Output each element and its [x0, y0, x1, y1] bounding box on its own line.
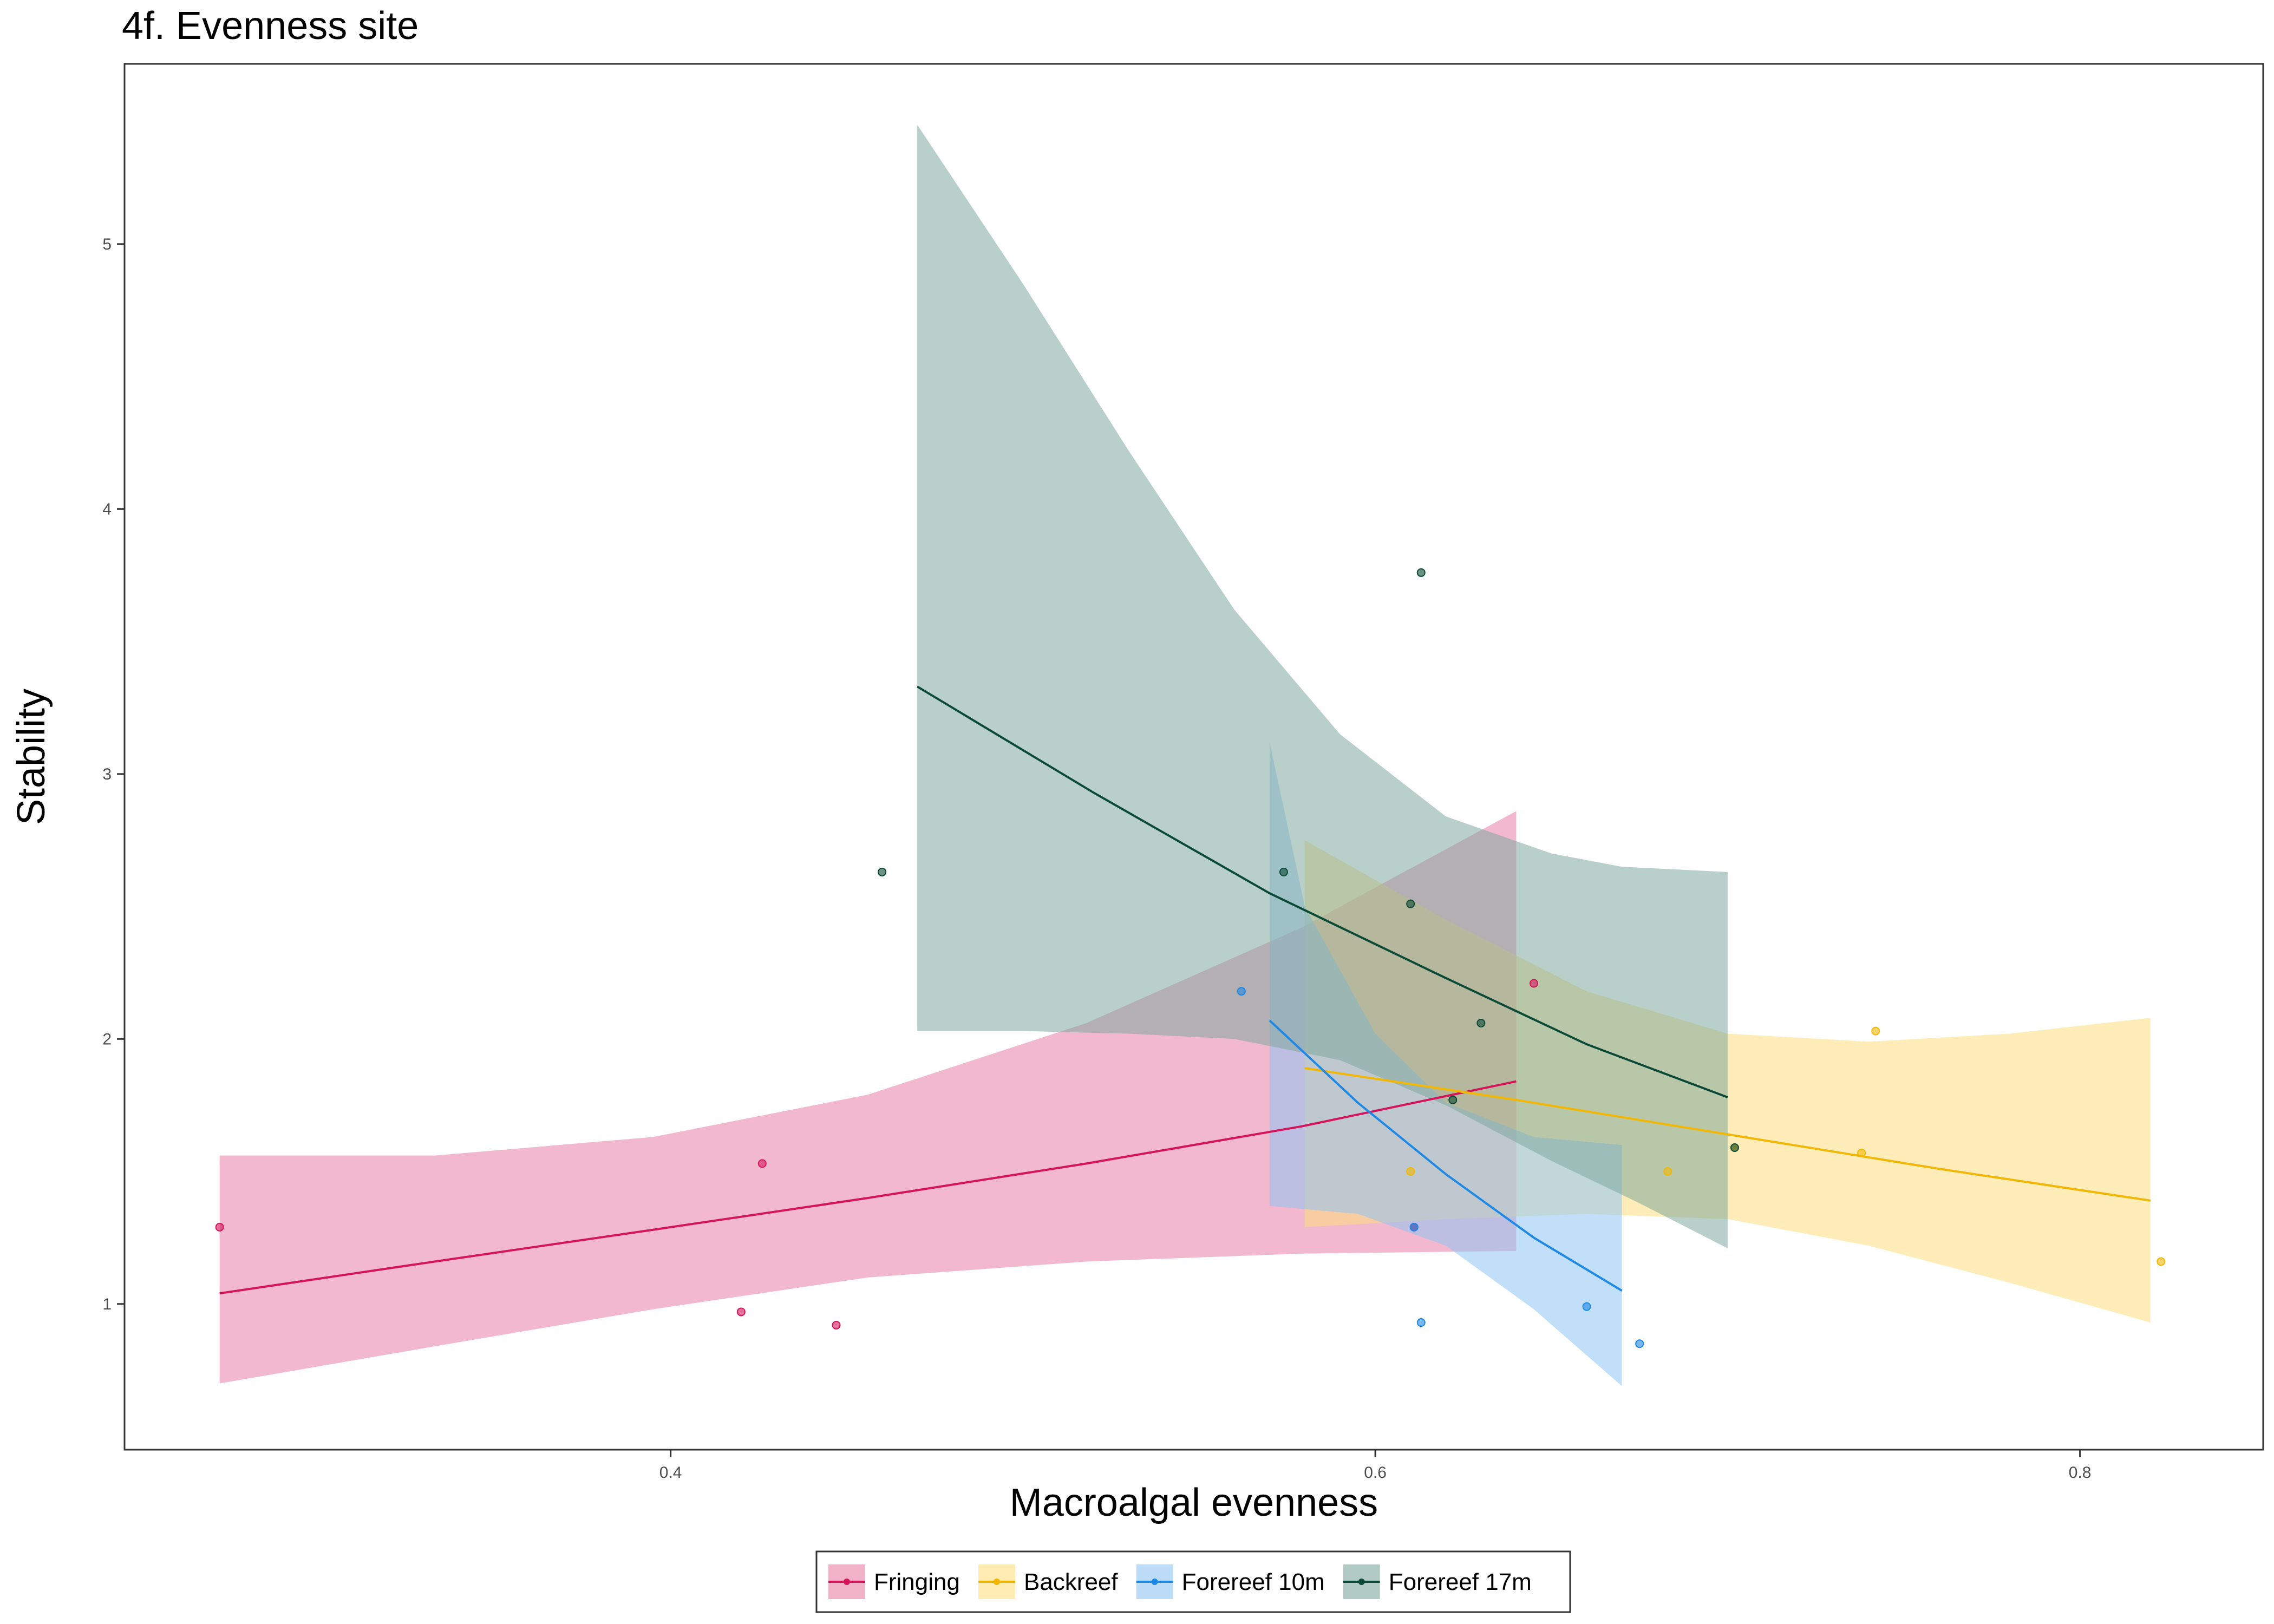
forereef-10m-fit-line — [1269, 1019, 1623, 1292]
y-axis-title: Stability — [10, 689, 53, 825]
plot-area — [215, 125, 2166, 1386]
x-tick-label: 0.8 — [2069, 1464, 2092, 1482]
legend-item-forereef-10m: Forereef 10m — [1136, 1564, 1325, 1599]
fringing-confidence-band — [219, 811, 1517, 1384]
legend-label: Fringing — [874, 1569, 960, 1595]
fringing-point — [215, 1222, 224, 1232]
legend: Fringing Backreef Forereef 10m Forereef 17m — [815, 1550, 1571, 1613]
legend-item-backreef: Backreef — [978, 1564, 1118, 1599]
legend-item-forereef-17m: Forereef 17m — [1343, 1564, 1532, 1599]
forereef-10m-point — [1582, 1302, 1591, 1311]
forereef-17m-point — [1279, 867, 1288, 876]
forereef-17m-point — [1448, 1095, 1458, 1104]
chart-title: 4f. Evenness site — [122, 4, 419, 48]
backreef-point — [1406, 1167, 1415, 1176]
forereef-17m-point — [1730, 1143, 1739, 1152]
backreef-point — [1871, 1026, 1880, 1036]
y-tick-label: 1 — [102, 1295, 112, 1313]
x-tick-label: 0.4 — [659, 1464, 682, 1482]
legend-label: Forereef 17m — [1389, 1569, 1532, 1595]
forereef-17m-point — [1406, 899, 1415, 908]
x-tick-label: 0.6 — [1364, 1464, 1387, 1482]
panel-border — [123, 63, 2264, 1451]
legend-key-point — [844, 1579, 850, 1585]
fringing-fit-line — [219, 1080, 1517, 1295]
forereef-17m-fit-line — [917, 685, 1728, 1098]
legend-item-fringing: Fringing — [828, 1564, 960, 1599]
legend-key-point — [1358, 1579, 1365, 1585]
backreef-point — [1857, 1148, 1866, 1157]
forereef-17m-point — [1476, 1018, 1486, 1027]
fringing-point — [1529, 979, 1538, 988]
y-tick-label: 3 — [102, 765, 112, 783]
legend-label: Forereef 10m — [1182, 1569, 1325, 1595]
forereef-10m-point — [1237, 987, 1246, 996]
forereef-10m-point — [1409, 1222, 1419, 1232]
fringing-point — [736, 1307, 746, 1317]
legend-label: Backreef — [1024, 1569, 1118, 1595]
axes: 0.4 0.6 0.8 1 2 3 4 5 — [102, 235, 2091, 1482]
forereef-10m-confidence-band — [1269, 742, 1622, 1386]
fringing-point — [832, 1320, 841, 1330]
y-tick-label: 4 — [102, 500, 112, 518]
y-tick-label: 2 — [102, 1030, 112, 1048]
fringing-point — [757, 1159, 767, 1168]
forereef-17m-point — [878, 867, 887, 876]
x-axis-title: Macroalgal evenness — [1010, 1481, 1378, 1524]
legend-key-point — [993, 1579, 1000, 1585]
forereef-17m-point — [1416, 568, 1426, 577]
y-tick-label: 5 — [102, 235, 112, 253]
legend-key-point — [1151, 1579, 1158, 1585]
backreef-point — [1663, 1167, 1672, 1176]
backreef-fit-line — [1304, 1067, 2151, 1202]
forereef-17m-confidence-band — [917, 125, 1728, 1248]
legend-box — [815, 1550, 1571, 1613]
backreef-point — [2157, 1257, 2166, 1266]
forereef-10m-point — [1635, 1339, 1644, 1348]
forereef-10m-point — [1416, 1318, 1426, 1327]
